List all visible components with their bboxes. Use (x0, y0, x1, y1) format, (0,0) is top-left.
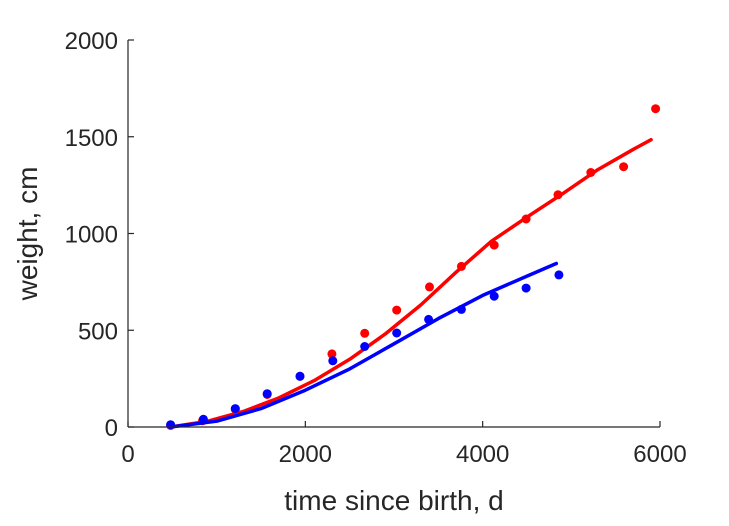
y-tick-label: 1500 (65, 125, 118, 152)
series-1-data-point (489, 240, 499, 250)
series-2-data-point (360, 342, 370, 351)
series-1-data-point (456, 261, 466, 271)
series-1-data-point (553, 190, 563, 200)
series-2-data-point (521, 283, 531, 293)
series-1-data-point (392, 305, 402, 315)
series-2-data-point (424, 314, 434, 324)
series-1-data-point (521, 214, 531, 224)
series-1 (166, 104, 661, 430)
series-2-data-point (392, 328, 402, 338)
series-2-fit-line (168, 261, 559, 429)
series-2-data-point (554, 270, 564, 280)
x-tick-label: 4000 (456, 441, 509, 468)
y-tick-label: 0 (105, 415, 118, 442)
series-2-data-point (456, 304, 466, 314)
y-tick-label: 500 (78, 318, 118, 345)
series-2-data-point (230, 404, 240, 414)
y-ticks: 0 500 1000 1500 2000 (65, 28, 134, 442)
series-2-data-point (166, 420, 176, 430)
y-tick-label: 1000 (65, 222, 118, 249)
x-ticks: 0 2000 4000 6000 (121, 421, 687, 468)
y-axis-label: weight, cm (12, 167, 43, 302)
series-2-data-point (328, 356, 338, 366)
x-tick-label: 6000 (633, 441, 686, 468)
series-1-data-point (360, 328, 370, 338)
series-1-fit-line (168, 137, 653, 429)
series-2-data-point (295, 371, 305, 381)
series-1-data-point (619, 162, 629, 172)
series-1-data-point (425, 282, 434, 292)
y-tick-label: 2000 (65, 28, 118, 55)
series-1-data-point (651, 104, 661, 114)
series-2 (166, 261, 564, 430)
series-1-data-point (586, 168, 596, 177)
x-axis-label: time since birth, d (284, 485, 503, 516)
series-2-data-point (489, 291, 499, 301)
axes: 0 2000 4000 6000 0 500 1000 1500 2000 (65, 28, 687, 468)
series-2-data-point (262, 389, 272, 399)
x-tick-label: 2000 (279, 441, 332, 468)
series-2-data-point (198, 414, 208, 424)
x-tick-label: 0 (121, 441, 134, 468)
series-1-data-point (327, 349, 337, 359)
plot-area (166, 104, 661, 430)
